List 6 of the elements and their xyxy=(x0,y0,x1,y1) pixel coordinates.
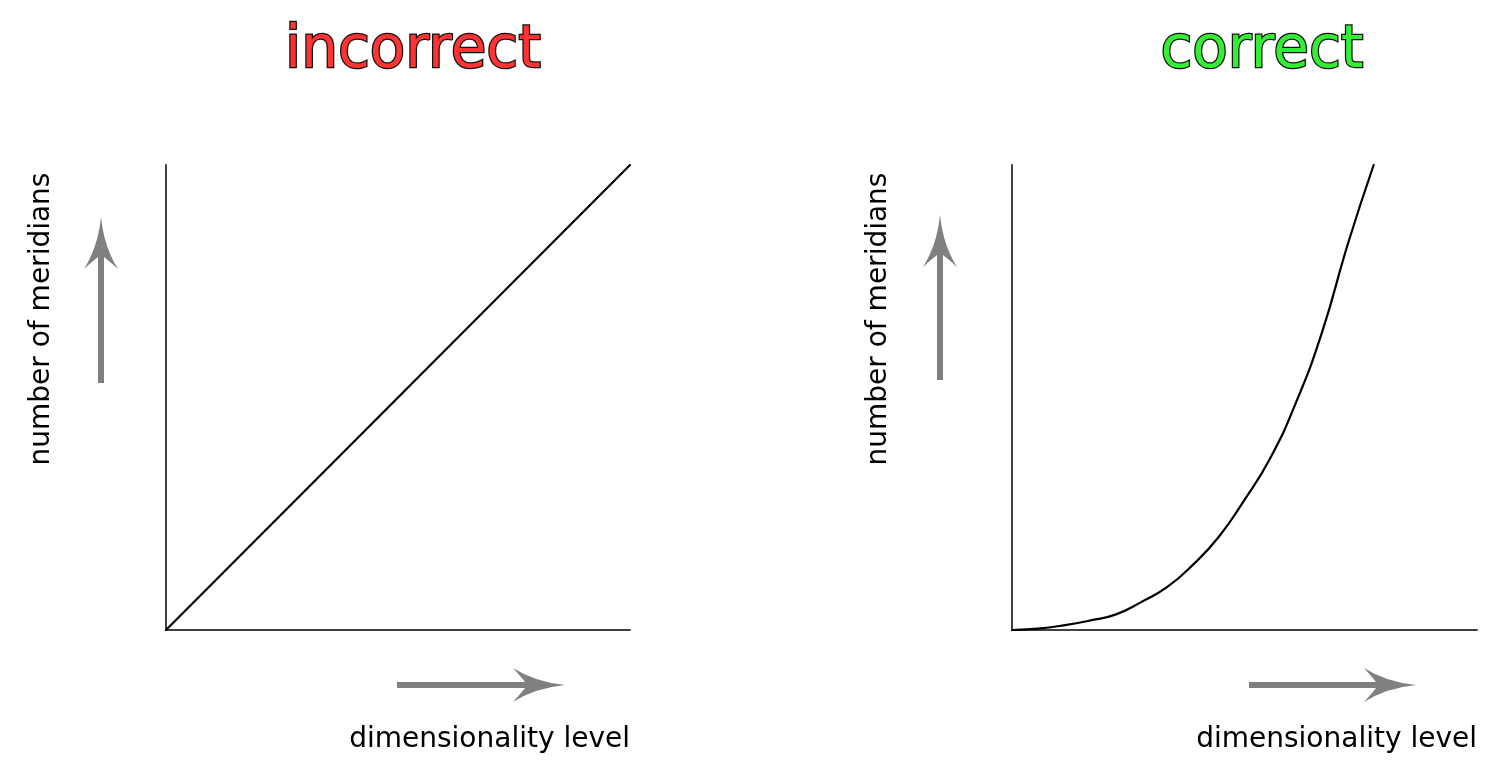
chart-title: incorrect xyxy=(285,13,541,81)
y-axis-title: number of meridians xyxy=(859,172,893,466)
y-axis-title: number of meridians xyxy=(22,172,56,466)
x-axis-title: dimensionality level xyxy=(349,720,630,754)
chart-title: correct xyxy=(1160,13,1364,81)
x-axis-title: dimensionality level xyxy=(1196,720,1477,754)
